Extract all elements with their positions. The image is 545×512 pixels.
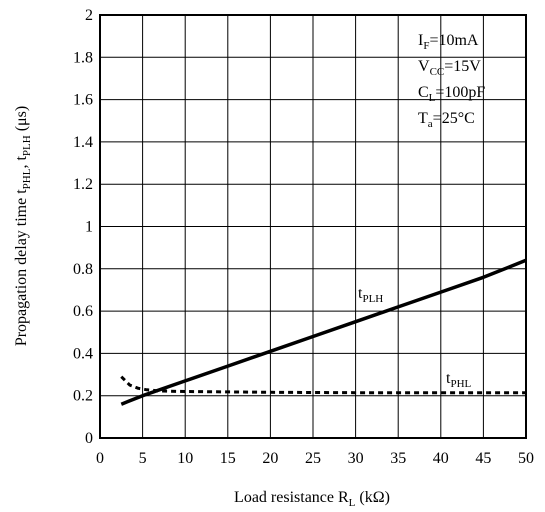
x-tick-label: 25 [305,450,321,467]
y-tick-label: 0 [85,430,93,447]
condition-if: IF=10mA [418,32,479,52]
x-tick-label: 15 [220,450,236,467]
plot-frame [99,14,527,439]
condition-ta: Ta=25°C [418,110,475,130]
series-line-phl [120,375,526,395]
x-tick-label: 0 [96,450,104,467]
x-tick-label: 5 [139,450,147,467]
y-tick-label: 0.6 [73,303,93,320]
y-axis-label: Propagation delay time tPHL, tPLH (μs) [13,106,33,346]
x-tick-label: 35 [390,450,406,467]
condition-cl: CL=100pF [418,84,485,104]
y-tick-label: 1 [85,219,93,236]
grid-lines [99,14,527,439]
y-tick-label: 1.6 [73,92,93,109]
x-axis-label: Load resistance RL (kΩ) [234,489,390,509]
x-tick-label: 40 [433,450,449,467]
y-tick-label: 1.8 [73,49,93,66]
y-tick-label: 1.2 [73,176,93,193]
series-label-tphl: tPHL [446,370,472,390]
x-tick-label: 20 [262,450,278,467]
y-tick-label: 2 [85,7,93,24]
y-tick-label: 0.2 [73,388,93,405]
y-tick-label: 0.4 [73,345,93,362]
x-tick-label: 50 [518,450,534,467]
conditions-box: IF=10mA VCC=15V CL=100pF Ta=25°C [418,32,485,130]
condition-vcc: VCC=15V [418,58,481,78]
y-tick-label: 1.4 [73,134,93,151]
y-tick-labels: 0 0.2 0.4 0.6 0.8 1 1.2 1.4 1.6 1.8 2 [73,7,93,447]
series-label-tplh: tPLH [358,285,383,305]
y-tick-label: 0.8 [73,261,93,278]
x-tick-label: 45 [475,450,491,467]
x-tick-label: 10 [177,450,193,467]
data-series [120,258,527,406]
series-line-plh [120,258,527,406]
x-tick-label: 30 [348,450,364,467]
x-tick-labels: 0 5 10 15 20 25 30 35 40 45 50 [96,450,534,467]
